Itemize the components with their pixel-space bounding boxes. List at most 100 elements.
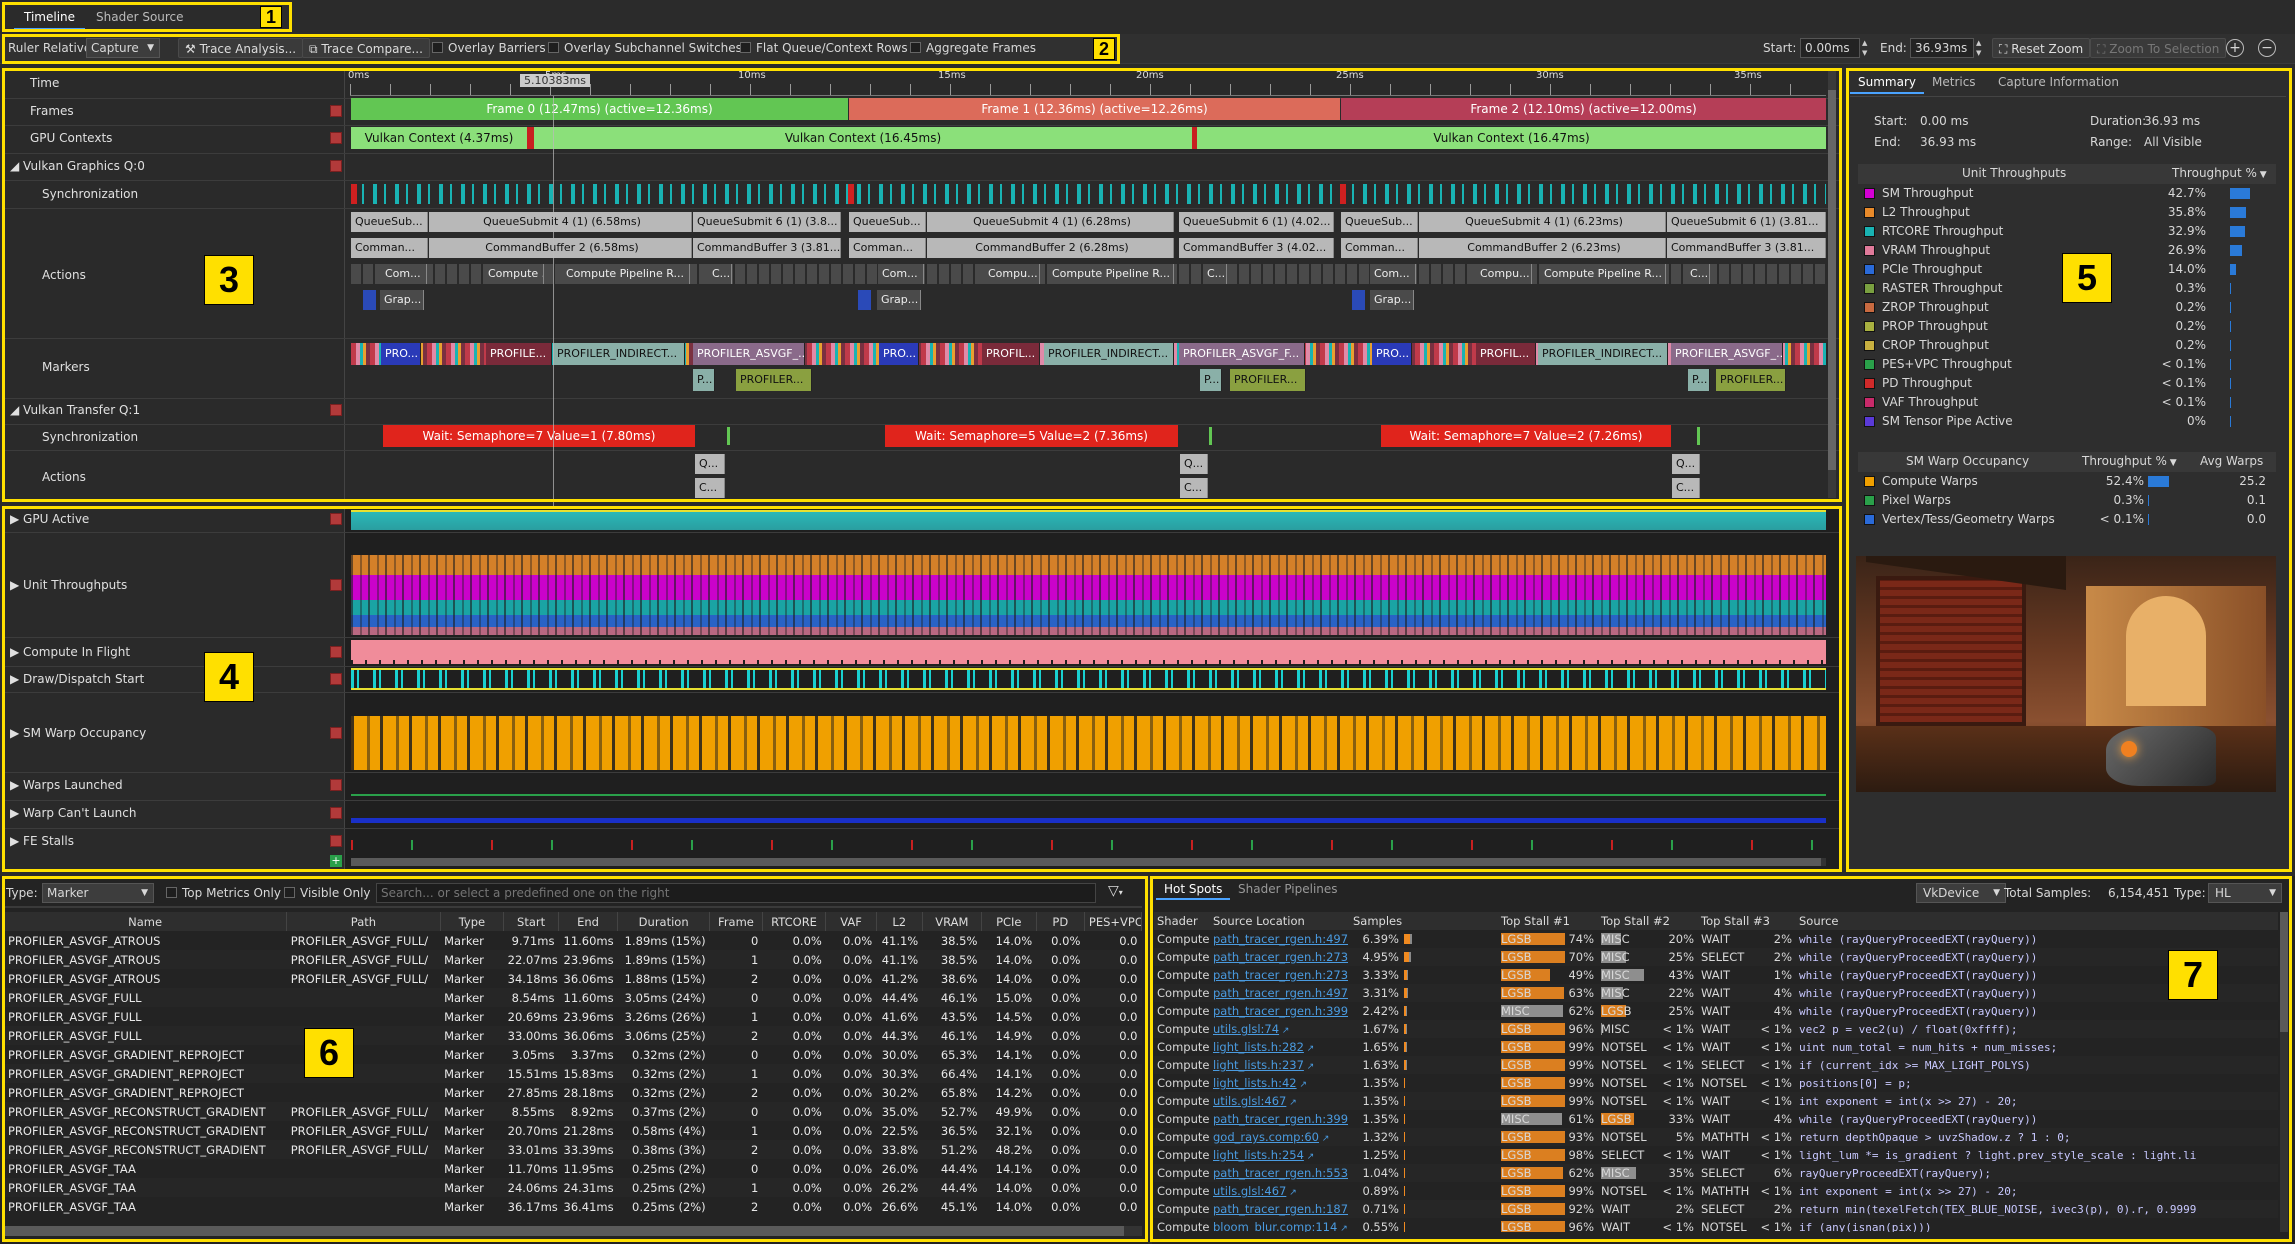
table-row[interactable]: PROFILER_ASVGF_TAA Marker 11.70ms 11.95ms 0.… [4, 1159, 1142, 1178]
source-location-link[interactable]: path_tracer_rgen.h:273 [1213, 968, 1349, 982]
metric-sm-warp-occupancy[interactable]: ▶ SM Warp Occupancy [10, 726, 146, 740]
source-location-link[interactable]: light_lists.h:237 [1213, 1058, 1304, 1072]
pin-icon[interactable] [330, 779, 342, 791]
hotspot-row[interactable]: Compute utils.glsl:74 ↗ 1.67% LGSB 96% MI… [1154, 1020, 2278, 1038]
device-select[interactable]: VkDevice ▼ [1916, 883, 2006, 903]
context-bar-0[interactable]: Vulkan Context (4.37ms) [351, 127, 527, 149]
action-queuesubmit[interactable]: QueueSubmit 6 (1) (3.81... [1667, 212, 1826, 232]
end-field[interactable]: 36.93ms [1910, 38, 1974, 58]
marker[interactable]: PROFILER_ASVGF_... [1671, 343, 1783, 365]
hotspot-row[interactable]: Compute path_tracer_rgen.h:399 ↗ 1.35% M… [1154, 1110, 2278, 1128]
hotspot-row[interactable]: Compute light_lists.h:282 ↗ 1.65% LGSB 99… [1154, 1038, 2278, 1056]
action-compute[interactable]: Compu... [984, 264, 1040, 284]
action-queuesubmit[interactable]: QueueSubmit 6 (1) (4.02... [1179, 212, 1334, 232]
type-select[interactable]: Marker ▼ [42, 883, 154, 903]
table-row[interactable]: PROFILER_ASVGF_GRADIENT_REPROJECT Marker 2… [4, 1083, 1142, 1102]
table-row[interactable]: PROFILER_ASVGF_RECONSTRUCT_GRADIENT PROFI… [4, 1102, 1142, 1121]
source-location-link[interactable]: path_tracer_rgen.h:187 [1213, 1202, 1349, 1216]
marker[interactable]: PROFILER_INDIRECT... [1044, 343, 1174, 365]
marker[interactable]: P... [693, 369, 715, 391]
wait-semaphore-bar[interactable]: Wait: Semaphore=7 Value=1 (7.80ms) [383, 425, 695, 447]
action-queuesubmit[interactable]: QueueSubmit 6 (1) (3.8... [693, 212, 841, 232]
unit-row[interactable]: SM Throughput 42.7% [1860, 184, 2274, 203]
hotspot-row[interactable]: Compute path_tracer_rgen.h:399 ↗ 2.42% M… [1154, 1002, 2278, 1020]
overlay-barriers-checkbox[interactable]: Overlay Barriers [432, 41, 546, 55]
action-compute[interactable]: Com... [1370, 264, 1416, 284]
metric-warps-launched[interactable]: ▶ Warps Launched [10, 778, 123, 792]
marker[interactable]: PROFILER_ASVGF_... [693, 343, 805, 365]
hotspot-row[interactable]: Compute path_tracer_rgen.h:187 ↗ 0.71% L… [1154, 1200, 2278, 1218]
tab-summary[interactable]: Summary [1850, 72, 1924, 94]
action-compute-pipeline[interactable]: Compute Pipeline R... [562, 264, 690, 284]
tab-capture-information[interactable]: Capture Information [1998, 75, 2119, 89]
occupancy-row[interactable]: Compute Warps 52.4% 25.2 [1860, 472, 2274, 491]
source-location-link[interactable]: bloom_blur.comp:114 [1213, 1220, 1338, 1232]
avg-warps-header[interactable]: Avg Warps [2200, 454, 2264, 468]
source-location-link[interactable]: path_tracer_rgen.h:399 [1213, 1112, 1349, 1126]
source-location-link[interactable]: path_tracer_rgen.h:553 [1213, 1166, 1349, 1180]
action-commandbuffer[interactable]: CommandBuffer 3 (3.81... [1667, 238, 1826, 258]
pin-icon[interactable] [330, 807, 342, 819]
action-commandbuffer[interactable]: CommandBuffer 3 (4.02... [1179, 238, 1334, 258]
source-location-link[interactable]: light_lists.h:282 [1213, 1040, 1304, 1054]
hotspot-row[interactable]: Compute light_lists.h:42 ↗ 1.35% LGSB 99%… [1154, 1074, 2278, 1092]
zoom-out-icon[interactable]: − [2258, 39, 2276, 57]
pin-icon[interactable] [330, 727, 342, 739]
column-header[interactable]: Samples [1353, 914, 1403, 928]
unit-row[interactable]: L2 Throughput 35.8% [1860, 203, 2274, 222]
column-header[interactable]: Top Stall #3 [1701, 914, 1770, 928]
occupancy-pct-header[interactable]: Throughput % ▼ [2082, 454, 2177, 468]
unit-row[interactable]: RASTER Throughput 0.3% [1860, 279, 2274, 298]
marker[interactable]: PROFIL... [982, 343, 1040, 365]
wait-semaphore-bar[interactable]: Wait: Semaphore=5 Value=2 (7.36ms) [885, 425, 1178, 447]
end-spinner[interactable]: ▲ ▼ [1976, 39, 1982, 57]
table-row[interactable]: PROFILER_ASVGF_ATROUS PROFILER_ASVGF_FULL… [4, 931, 1142, 950]
column-header[interactable]: Start [503, 912, 559, 931]
action-commandbuffer[interactable]: CommandBuffer 2 (6.58ms) [429, 238, 692, 258]
action-queuesubmit[interactable]: QueueSubmit 4 (1) (6.28ms) [927, 212, 1174, 232]
column-header[interactable]: Type [440, 912, 505, 931]
action-graphics[interactable]: Grap... [380, 290, 424, 310]
marker[interactable]: PRO... [1372, 343, 1412, 365]
column-header[interactable]: Shader [1157, 914, 1198, 928]
row-vulkan-transfer[interactable]: ◢ Vulkan Transfer Q:1 [10, 403, 140, 417]
overlay-subchannel-checkbox[interactable]: Overlay Subchannel Switches [548, 41, 742, 55]
unit-row[interactable]: SM Tensor Pipe Active 0% [1860, 412, 2274, 431]
warp-cant-launch-graph[interactable] [351, 818, 1826, 823]
trace-compare-button[interactable]: ⧉ Trace Compare... [302, 38, 430, 58]
table-row[interactable]: PROFILER_ASVGF_FULL Marker 8.54ms 11.60ms 3.… [4, 988, 1142, 1007]
column-header[interactable]: PES+VPC [1084, 912, 1142, 931]
top-metrics-checkbox[interactable]: Top Metrics Only [166, 886, 281, 900]
occupancy-row[interactable]: Vertex/Tess/Geometry Warps < 0.1% 0.0 [1860, 510, 2274, 529]
frame-1-bar[interactable]: Frame 1 (12.36ms) (active=12.26ms) [849, 98, 1340, 120]
column-header[interactable]: PCIe [981, 912, 1037, 931]
source-location-link[interactable]: path_tracer_rgen.h:497 [1213, 986, 1349, 1000]
action-compute[interactable]: C... [1686, 264, 1710, 284]
source-location-link[interactable]: utils.glsl:467 [1213, 1094, 1287, 1108]
column-header[interactable]: VAF [825, 912, 877, 931]
action-commandbuffer[interactable]: Comman... [1341, 238, 1418, 258]
column-header[interactable]: Name [4, 912, 288, 931]
action-compute-pipeline[interactable]: Compute Pipeline R... [1540, 264, 1666, 284]
hotspot-row[interactable]: Compute light_lists.h:237 ↗ 1.63% LGSB 99… [1154, 1056, 2278, 1074]
tab-metrics[interactable]: Metrics [1932, 75, 1976, 89]
column-header[interactable]: PD [1036, 912, 1085, 931]
table-row[interactable]: PROFILER_ASVGF_FULL Marker 20.69ms 23.96ms 3… [4, 1007, 1142, 1026]
unit-row[interactable]: RTCORE Throughput 32.9% [1860, 222, 2274, 241]
action-commandbuffer[interactable]: CommandBuffer 3 (3.81... [693, 238, 841, 258]
reset-zoom-button[interactable]: ⛶ Reset Zoom [1992, 38, 2091, 58]
action-queuesubmit[interactable]: QueueSub... [849, 212, 926, 232]
hotspot-row[interactable]: Compute path_tracer_rgen.h:497 ↗ 3.31% L… [1154, 984, 2278, 1002]
pin-icon[interactable] [330, 160, 342, 172]
transfer-action[interactable]: C... [1672, 478, 1700, 498]
unit-throughputs-header[interactable]: Unit Throughputs [1962, 166, 2067, 180]
tab-shader-source[interactable]: Shader Source [96, 10, 184, 24]
action-commandbuffer[interactable]: Comman... [849, 238, 926, 258]
hotspot-row[interactable]: Compute light_lists.h:254 ↗ 1.25% LGSB 98… [1154, 1146, 2278, 1164]
action-compute-pipeline[interactable]: Compute Pipeline R... [1048, 264, 1174, 284]
context-bar-2[interactable]: Vulkan Context (16.47ms) [1197, 127, 1826, 149]
throughput-pct-header[interactable]: Throughput % ▼ [2172, 166, 2267, 180]
table-row[interactable]: PROFILER_ASVGF_RECONSTRUCT_GRADIENT PROFI… [4, 1140, 1142, 1159]
metric-unit-throughputs[interactable]: ▶ Unit Throughputs [10, 578, 127, 592]
hotspot-row[interactable]: Compute path_tracer_rgen.h:497 ↗ 6.39% L… [1154, 930, 2278, 948]
